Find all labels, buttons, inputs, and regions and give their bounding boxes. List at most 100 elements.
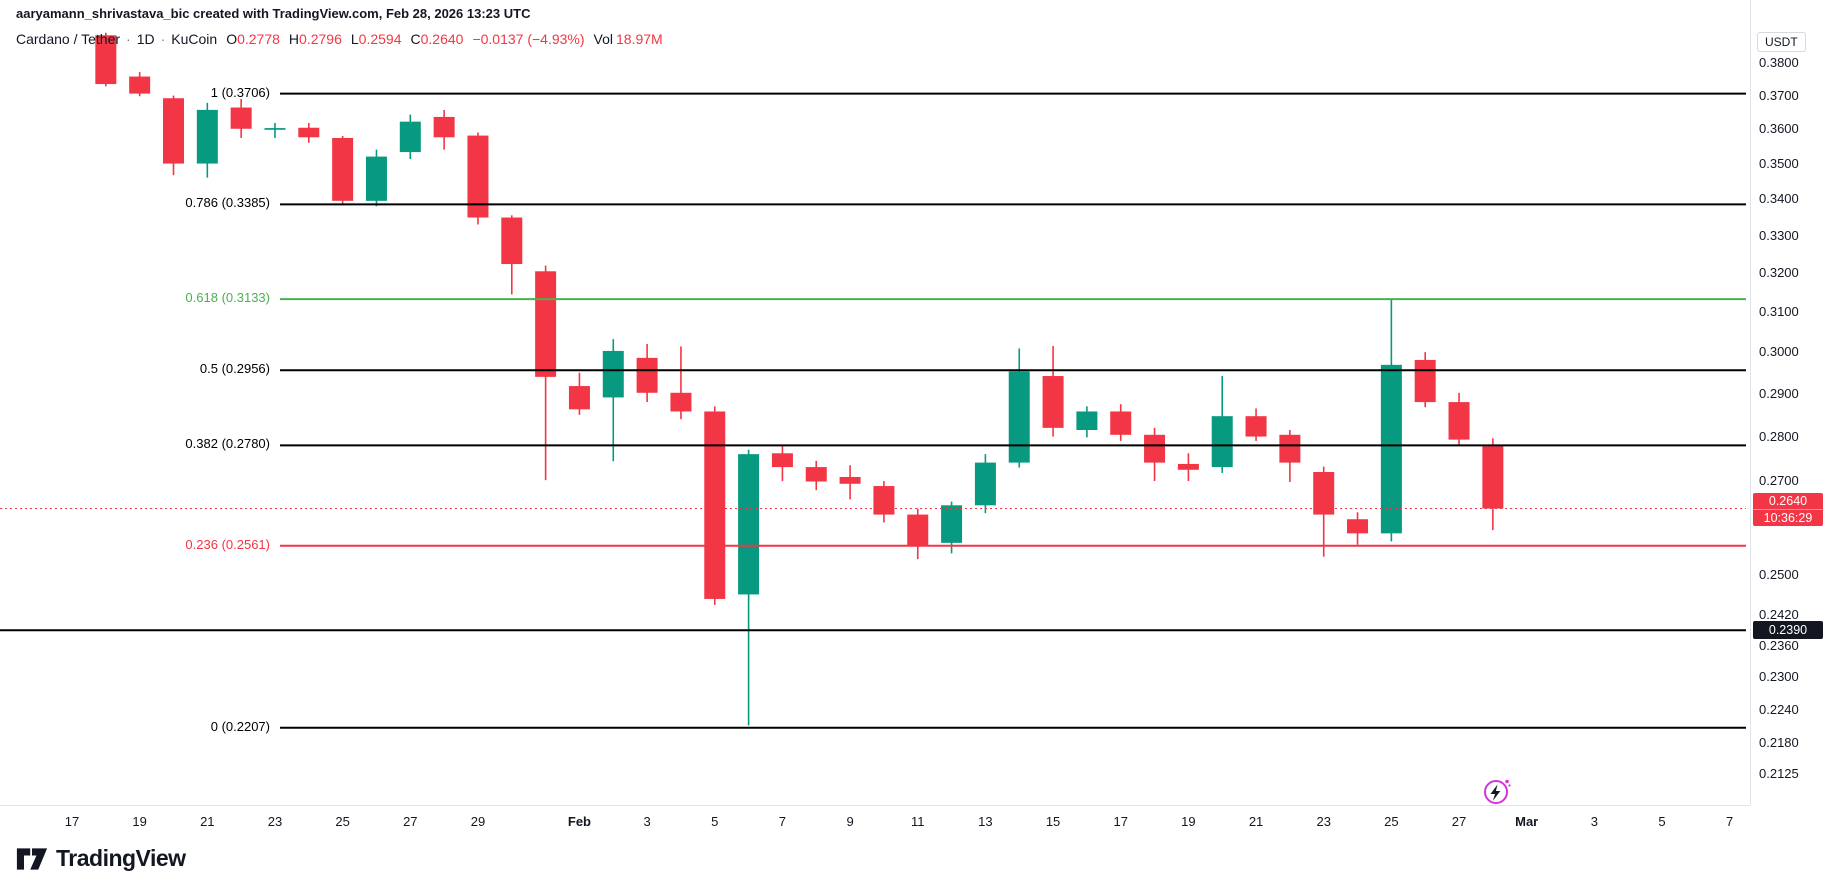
flash-icon[interactable] — [1481, 775, 1513, 807]
candle-feb-22[interactable] — [1279, 430, 1301, 482]
time-axis-label-19: 19 — [1181, 814, 1196, 829]
high-value: 0.2796 — [299, 31, 342, 47]
candle-jan-23[interactable] — [264, 122, 286, 138]
candle-jan-29[interactable] — [467, 132, 489, 225]
attribution-text: aaryamann_shrivastava_bic created with T… — [16, 6, 531, 21]
fib-label-0.786: 0.786 (0.3385) — [185, 195, 270, 211]
time-axis-label-17: 17 — [1113, 814, 1128, 829]
candle-jan-18[interactable] — [95, 32, 117, 87]
time-axis-label-25: 25 — [335, 814, 350, 829]
candle-jan-30[interactable] — [501, 215, 523, 295]
exchange-label[interactable]: KuCoin — [171, 31, 218, 47]
candle-feb-8[interactable] — [805, 460, 827, 491]
candle-feb-26[interactable] — [1414, 352, 1436, 408]
price-axis-label: 0.3800 — [1759, 54, 1799, 70]
candle-feb-7[interactable] — [771, 445, 793, 482]
candle-feb-16[interactable] — [1076, 406, 1098, 438]
time-axis-label-23: 23 — [267, 814, 283, 829]
candlestick-chart[interactable] — [0, 0, 1750, 805]
fib-label-1: 1 (0.3706) — [210, 84, 270, 100]
candle-feb-11[interactable] — [907, 508, 929, 560]
candle-feb-23[interactable] — [1313, 466, 1335, 557]
candle-jan-31[interactable] — [535, 265, 557, 481]
time-axis-label-7: 7 — [1726, 814, 1734, 829]
candle-feb-14[interactable] — [1008, 348, 1030, 468]
candle-jan-28[interactable] — [433, 109, 455, 150]
price-axis-label: 0.3100 — [1759, 304, 1799, 320]
time-axis-label-9: 9 — [846, 814, 854, 829]
price-axis-label: 0.3500 — [1759, 155, 1799, 171]
time-axis-label-11: 11 — [911, 814, 925, 829]
change-value: −0.0137 (−4.93%) — [472, 31, 585, 47]
price-axis-label: 0.3400 — [1759, 191, 1799, 207]
candle-feb-17[interactable] — [1110, 404, 1132, 441]
candle-feb-18[interactable] — [1144, 427, 1166, 482]
fib-label-0.5: 0.5 (0.2956) — [199, 361, 270, 377]
time-axis-label-25: 25 — [1384, 814, 1399, 829]
price-axis-label: 0.3000 — [1759, 344, 1799, 360]
candle-jan-26[interactable] — [365, 149, 387, 207]
low-label: L — [350, 31, 359, 47]
candle-jan-27[interactable] — [399, 114, 421, 160]
time-axis[interactable]: 17 19 21 23 25 27 29 Feb 3 5 7 9 11 13 15 17 19 21 23 25 27 M… — [0, 805, 1750, 842]
fib-label-0.236: 0.236 (0.2561) — [185, 536, 270, 552]
interval-label[interactable]: 1D — [136, 31, 155, 47]
chart-plot-area[interactable]: 1 (0.3706) 0.786 (0.3385) 0.618 (0.3133) 0.… — [0, 0, 1750, 805]
candle-feb-13[interactable] — [974, 454, 996, 514]
time-axis-label-feb: Feb — [567, 814, 591, 829]
price-axis-label: 0.2360 — [1759, 637, 1799, 653]
candle-feb-6[interactable] — [738, 449, 760, 726]
time-axis-label-21: 21 — [200, 814, 215, 829]
fib-label-0.382: 0.382 (0.2780) — [185, 436, 270, 452]
candle-feb-21[interactable] — [1245, 408, 1267, 441]
volume-label: Vol — [593, 31, 614, 47]
candle-feb-25[interactable] — [1380, 299, 1402, 542]
time-axis-label-15: 15 — [1045, 814, 1061, 829]
current-price-badge: 0.2640 10:36:29 — [1753, 492, 1823, 526]
candle-feb-9[interactable] — [839, 465, 861, 500]
symbol-name[interactable]: Cardano / Tether — [16, 31, 121, 47]
tradingview-wordmark: TradingView — [56, 845, 186, 871]
price-axis-label: 0.2240 — [1759, 701, 1799, 717]
candle-feb-1[interactable] — [568, 372, 590, 415]
currency-label: USDT — [1757, 32, 1806, 52]
price-axis-label: 0.2125 — [1759, 766, 1799, 782]
time-axis-label-19: 19 — [132, 814, 147, 829]
time-axis-label-mar: Mar — [1515, 814, 1539, 829]
candle-feb-3[interactable] — [636, 344, 658, 403]
candle-feb-24[interactable] — [1347, 512, 1369, 545]
candle-feb-10[interactable] — [873, 481, 895, 523]
price-axis-label: 0.3200 — [1759, 265, 1799, 281]
time-axis-label-5: 5 — [1658, 814, 1666, 829]
candle-jan-21[interactable] — [196, 102, 218, 178]
tradingview-logo[interactable]: TradingView — [16, 845, 186, 872]
candle-feb-20[interactable] — [1211, 376, 1233, 473]
candle-jan-24[interactable] — [298, 122, 320, 143]
tradingview-logo-mark — [16, 847, 48, 870]
candle-jan-22[interactable] — [230, 98, 252, 138]
open-value: 0.2778 — [237, 31, 280, 47]
price-axis[interactable]: USDT 0.3800 0.3700 0.3600 0.3500 0.3400 0.330… — [1750, 0, 1825, 805]
legend-separator: · — [160, 31, 166, 47]
candle-feb-12[interactable] — [941, 501, 963, 554]
candle-feb-19[interactable] — [1177, 453, 1199, 482]
legend-separator: · — [126, 31, 131, 47]
candle-feb-4[interactable] — [670, 346, 692, 420]
candle-feb-28[interactable] — [1482, 438, 1504, 531]
price-axis-label: 0.2300 — [1759, 669, 1799, 685]
chart-legend: Cardano / Tether · 1D · KuCoin O0.2778 H0.2796… — [16, 31, 663, 47]
time-axis-label-17: 17 — [64, 814, 80, 829]
price-axis-label: 0.3700 — [1759, 87, 1799, 103]
open-label: O — [226, 31, 238, 47]
candle-feb-27[interactable] — [1448, 392, 1470, 446]
price-axis-label: 0.2420 — [1759, 606, 1799, 622]
candle-feb-2[interactable] — [602, 339, 624, 462]
candle-jan-19[interactable] — [129, 72, 151, 97]
candle-feb-5[interactable] — [704, 406, 726, 605]
candle-jan-20[interactable] — [162, 95, 184, 176]
price-axis-label: 0.2180 — [1759, 734, 1799, 750]
current-price-value: 0.2640 — [1768, 493, 1808, 508]
candle-jan-25[interactable] — [332, 135, 354, 206]
candle-feb-15[interactable] — [1042, 346, 1064, 437]
